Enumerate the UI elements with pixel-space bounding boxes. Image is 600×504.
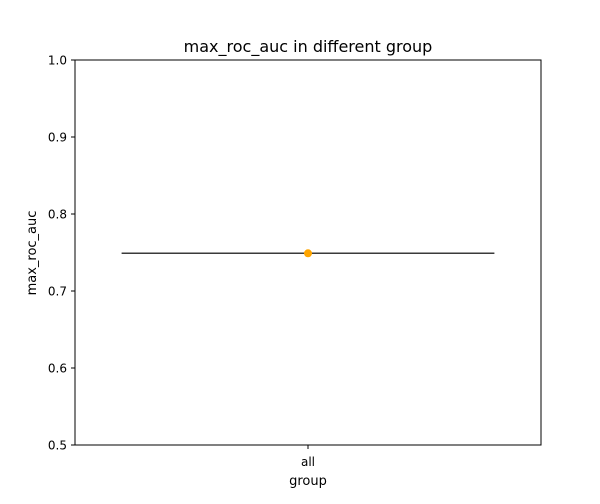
mean-point [304,249,312,258]
y-tick-label: 0.9 [48,131,67,145]
x-tick-label: all [301,455,315,469]
y-tick-label: 0.5 [48,439,67,453]
y-tick-label: 0.7 [48,285,67,299]
y-axis-label: max_roc_auc [25,211,40,296]
plot-area: 0.5 0.6 0.7 0.8 0.9 1.0 all [48,54,542,469]
y-tick-label: 1.0 [48,54,67,68]
x-axis-label: group [289,474,327,489]
y-tick-label: 0.6 [48,362,67,376]
y-tick-label: 0.8 [48,208,67,222]
chart-title: max_roc_auc in different group [184,37,433,57]
